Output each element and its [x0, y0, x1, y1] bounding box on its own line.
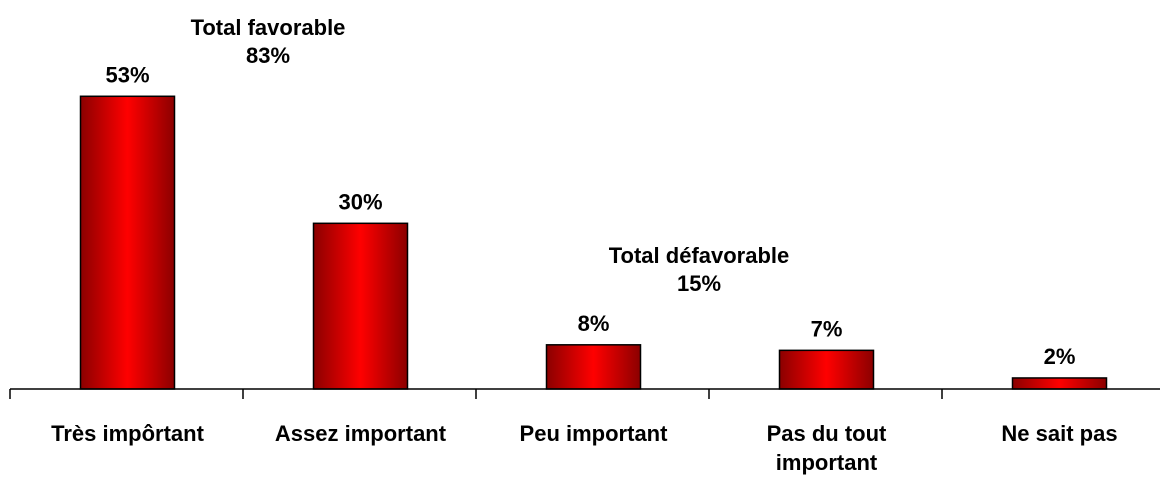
bar-3 [547, 345, 641, 389]
value-label-2: 30% [338, 189, 382, 214]
category-label-5: Ne sait pas [1001, 421, 1117, 446]
value-label-3: 8% [578, 311, 610, 336]
value-label-5: 2% [1044, 344, 1076, 369]
x-axis [10, 389, 1160, 399]
value-label-4: 7% [811, 316, 843, 341]
bar-2 [314, 223, 408, 389]
bar-4 [780, 350, 874, 389]
category-label-2: Assez important [275, 421, 447, 446]
bars-group [81, 96, 1107, 389]
category-label-3: Peu important [520, 421, 669, 446]
group-total-label-1: Total favorable 83% [191, 15, 346, 68]
category-label-1: Très impôrtant [51, 421, 204, 446]
group-total-label-2: Total défavorable 15% [609, 243, 790, 296]
category-label-4: Pas du tout important [767, 421, 887, 475]
value-label-1: 53% [105, 62, 149, 87]
labels-group: 53% 30% 8% 7% 2% Très impôrtant Assez importan… [51, 15, 1117, 475]
bar-1 [81, 96, 175, 389]
bar-5 [1013, 378, 1107, 389]
